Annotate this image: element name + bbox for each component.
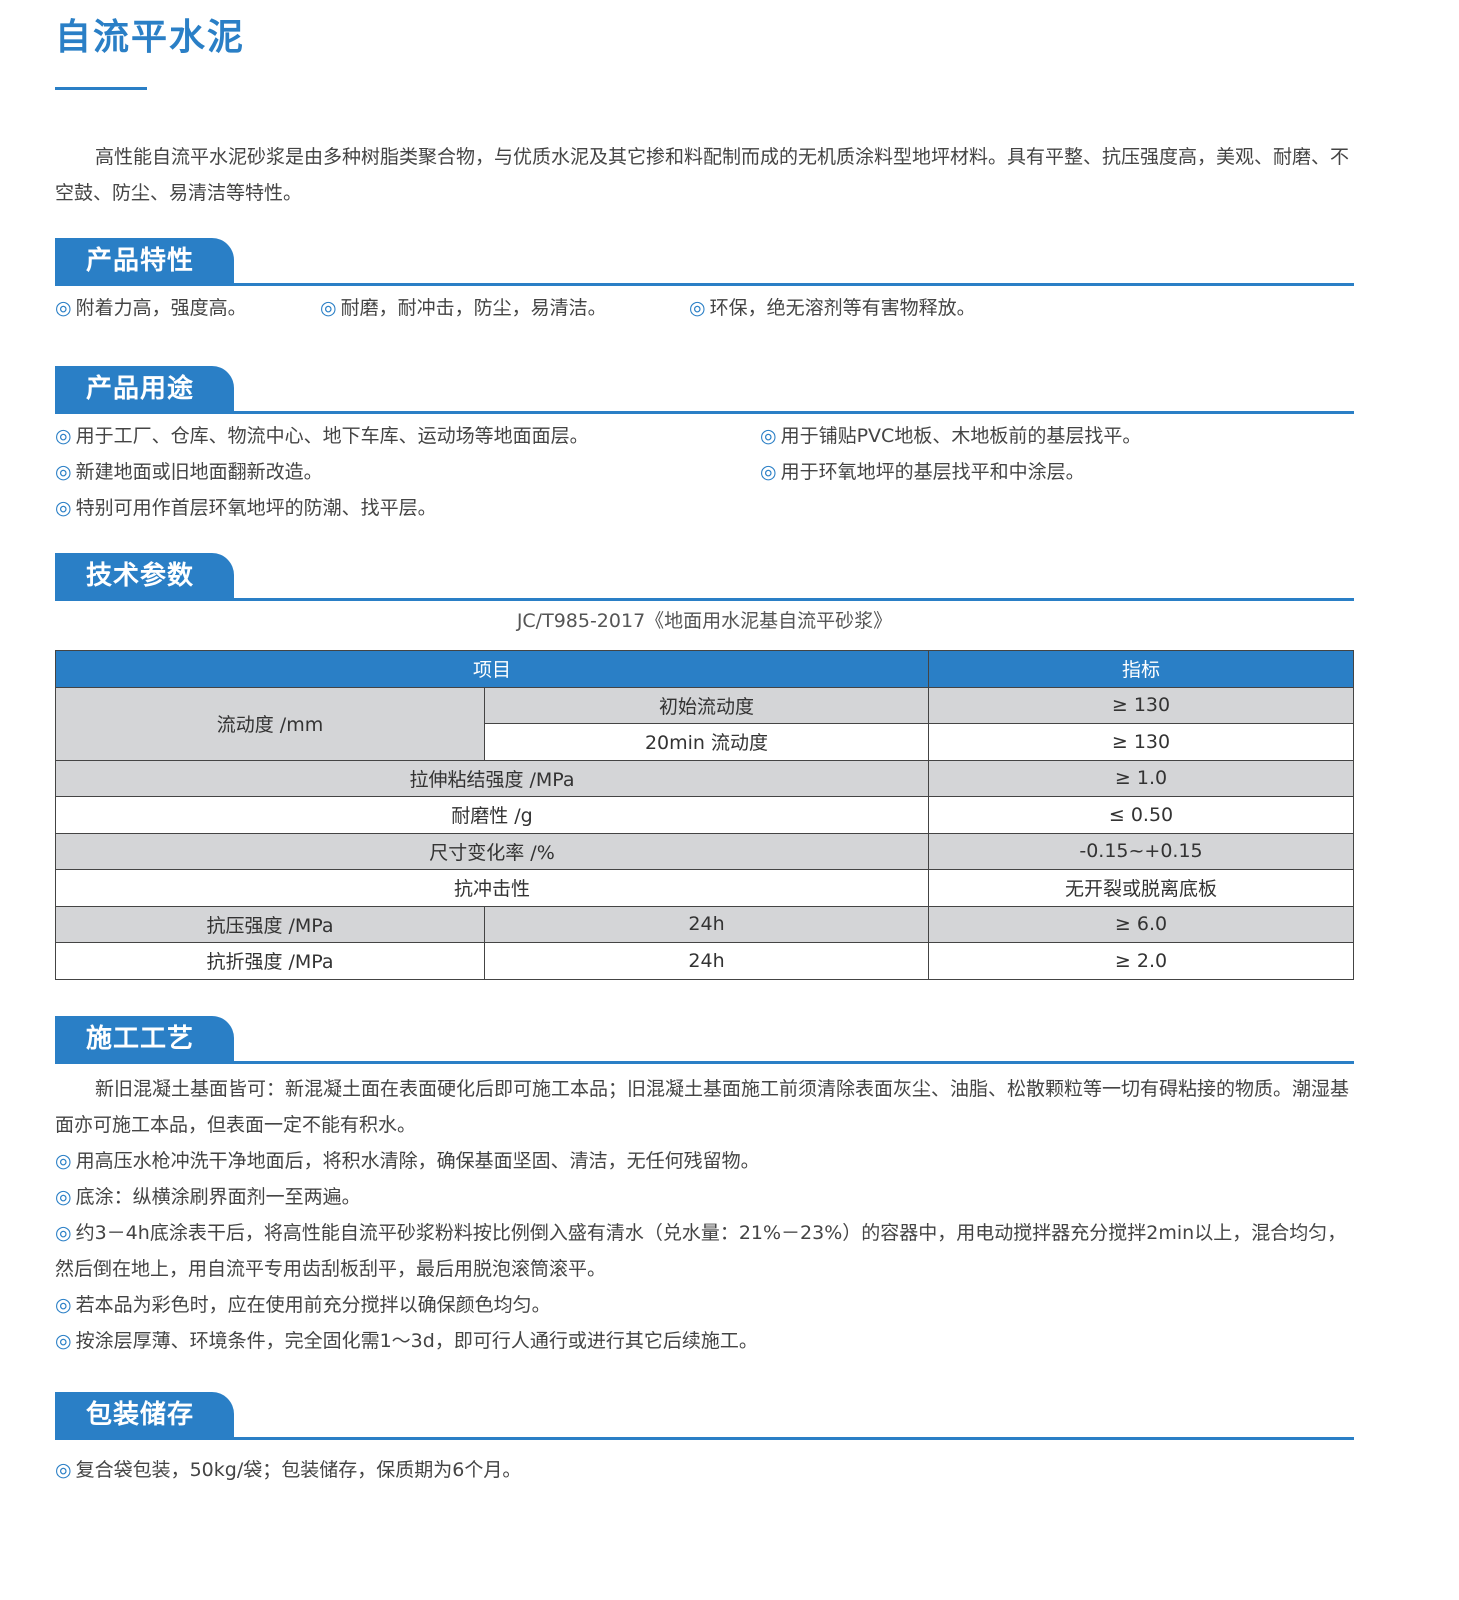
- table-row: 流动度 /mm 初始流动度 ≥ 130: [55, 686, 1354, 761]
- table-row: 20min 流动度 ≥ 130: [56, 723, 1354, 761]
- list-item: ◎ 特别可用作首层环氧地坪的防潮、找平层。: [55, 490, 437, 526]
- list-item: ◎ 约3－4h底涂表干后，将高性能自流平砂浆粉料按比例倒入盛有清水（兑水量：21%…: [55, 1215, 1355, 1287]
- cell: 拉伸粘结强度 /MPa: [55, 759, 929, 797]
- item-text: 耐磨，耐冲击，防尘，易清洁。: [340, 297, 607, 319]
- cell: 尺寸变化率 /%: [55, 832, 929, 870]
- list-item: ◎ 若本品为彩色时，应在使用前充分搅拌以确保颜色均匀。: [55, 1287, 1355, 1323]
- cell: ≥ 130: [928, 723, 1354, 761]
- bullet-icon: ◎: [55, 297, 72, 319]
- item-text: 环保，绝无溶剂等有害物释放。: [709, 297, 976, 319]
- table-row: 抗折强度 /MPa 24h ≥ 2.0: [55, 942, 1354, 980]
- list-item: ◎ 用高压水枪冲洗干净地面后，将积水清除，确保基面坚固、清洁，无任何残留物。: [55, 1143, 1355, 1179]
- table-row: 尺寸变化率 /% -0.15~+0.15: [55, 832, 1354, 870]
- list-item: ◎ 底涂：纵横涂刷界面剂一至两遍。: [55, 1179, 1355, 1215]
- bullet-icon: ◎: [320, 297, 337, 319]
- bullet-icon: ◎: [55, 1150, 72, 1172]
- cell: 24h: [484, 942, 929, 980]
- item-text: 按涂层厚薄、环境条件，完全固化需1～3d，即可行人通行或进行其它后续施工。: [75, 1330, 758, 1352]
- item-text: 用于铺贴PVC地板、木地板前的基层找平。: [780, 425, 1142, 447]
- cell: 无开裂或脱离底板: [928, 869, 1354, 907]
- bullet-icon: ◎: [760, 461, 777, 483]
- section-title: 产品特性: [55, 238, 234, 283]
- list-item: ◎ 用于铺贴PVC地板、木地板前的基层找平。: [760, 418, 1141, 454]
- cell: 耐磨性 /g: [55, 796, 929, 834]
- section-title: 产品用途: [55, 366, 234, 411]
- table-row: 耐磨性 /g ≤ 0.50: [55, 796, 1354, 834]
- cell: 抗折强度 /MPa: [55, 942, 485, 980]
- cell: 抗冲击性: [55, 869, 929, 907]
- bullet-icon: ◎: [55, 1294, 72, 1316]
- cell: ≥ 6.0: [928, 905, 1354, 943]
- item-text: 约3－4h底涂表干后，将高性能自流平砂浆粉料按比例倒入盛有清水（兑水量：21%－…: [55, 1222, 1347, 1280]
- list-item: ◎ 用于工厂、仓库、物流中心、地下车库、运动场等地面面层。: [55, 418, 589, 454]
- bullet-icon: ◎: [55, 1459, 72, 1481]
- item-text: 新建地面或旧地面翻新改造。: [75, 461, 323, 483]
- item-text: 用高压水枪冲洗干净地面后，将积水清除，确保基面坚固、清洁，无任何残留物。: [75, 1150, 760, 1172]
- cell: 流动度 /mm: [55, 686, 485, 761]
- section-header-process: 施工工艺: [55, 1016, 1354, 1064]
- list-item: ◎ 按涂层厚薄、环境条件，完全固化需1～3d，即可行人通行或进行其它后续施工。: [55, 1323, 1355, 1359]
- section-header-features: 产品特性: [55, 238, 1354, 286]
- list-item: ◎ 新建地面或旧地面翻新改造。: [55, 454, 323, 490]
- table-row: 抗压强度 /MPa 24h ≥ 6.0: [55, 905, 1354, 943]
- section-title: 施工工艺: [55, 1016, 234, 1061]
- item-text: 用于环氧地坪的基层找平和中涂层。: [780, 461, 1085, 483]
- list-item: ◎ 复合袋包装，50kg/袋；包装储存，保质期为6个月。: [55, 1452, 521, 1488]
- standard-caption: JC/T985-2017《地面用水泥基自流平砂浆》: [516, 610, 893, 632]
- section-title: 包装储存: [55, 1392, 234, 1437]
- process-intro: 新旧混凝土基面皆可：新混凝土面在表面硬化后即可施工本品；旧混凝土基面施工前须清除…: [55, 1078, 1350, 1136]
- bullet-icon: ◎: [55, 497, 72, 519]
- bullet-icon: ◎: [689, 297, 706, 319]
- bullet-icon: ◎: [55, 1222, 72, 1244]
- cell: 抗压强度 /MPa: [55, 905, 485, 943]
- list-item: ◎ 环保，绝无溶剂等有害物释放。: [689, 290, 976, 326]
- header-item: 项目: [55, 650, 929, 688]
- bullet-icon: ◎: [55, 1330, 72, 1352]
- list-item: ◎ 耐磨，耐冲击，防尘，易清洁。: [320, 290, 607, 326]
- section-title: 技术参数: [55, 553, 234, 598]
- cell: 初始流动度: [484, 686, 929, 724]
- bullet-icon: ◎: [55, 425, 72, 447]
- cell: 20min 流动度: [484, 723, 929, 761]
- cell: ≥ 2.0: [928, 942, 1354, 980]
- cell: -0.15~+0.15: [928, 832, 1354, 870]
- intro-paragraph: 高性能自流平水泥砂浆是由多种树脂类聚合物，与优质水泥及其它掺和料配制而成的无机质…: [55, 146, 1350, 204]
- item-text: 若本品为彩色时，应在使用前充分搅拌以确保颜色均匀。: [75, 1294, 551, 1316]
- item-text: 特别可用作首层环氧地坪的防潮、找平层。: [75, 497, 437, 519]
- page-title: 自流平水泥: [55, 17, 246, 58]
- bullet-icon: ◎: [55, 461, 72, 483]
- cell: ≥ 130: [928, 686, 1354, 724]
- bullet-icon: ◎: [55, 1186, 72, 1208]
- table-row: 抗冲击性 无开裂或脱离底板: [55, 869, 1354, 907]
- bullet-icon: ◎: [760, 425, 777, 447]
- list-item: ◎ 附着力高，强度高。: [55, 290, 247, 326]
- section-header-packaging: 包装储存: [55, 1392, 1354, 1440]
- section-header-tech: 技术参数: [55, 553, 1354, 601]
- item-text: 底涂：纵横涂刷界面剂一至两遍。: [75, 1186, 361, 1208]
- table-header-row: 项目 指标: [55, 650, 1354, 688]
- process-list: ◎ 用高压水枪冲洗干净地面后，将积水清除，确保基面坚固、清洁，无任何残留物。 ◎ 底…: [55, 1143, 1355, 1359]
- item-text: 用于工厂、仓库、物流中心、地下车库、运动场等地面面层。: [75, 425, 589, 447]
- header-value: 指标: [928, 650, 1354, 688]
- title-underline: [55, 87, 147, 90]
- table-row: 拉伸粘结强度 /MPa ≥ 1.0: [55, 759, 1354, 797]
- spec-table: 项目 指标 流动度 /mm 初始流动度 ≥ 130 20min 流动度 ≥ 130 拉伸…: [55, 650, 1354, 980]
- section-header-uses: 产品用途: [55, 366, 1354, 414]
- item-text: 复合袋包装，50kg/袋；包装储存，保质期为6个月。: [75, 1459, 522, 1481]
- item-text: 附着力高，强度高。: [75, 297, 247, 319]
- cell: 24h: [484, 905, 929, 943]
- cell: ≥ 1.0: [928, 759, 1354, 797]
- cell: ≤ 0.50: [928, 796, 1354, 834]
- list-item: ◎ 用于环氧地坪的基层找平和中涂层。: [760, 454, 1085, 490]
